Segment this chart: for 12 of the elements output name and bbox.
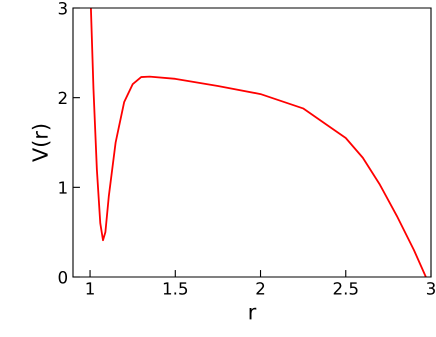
line-series bbox=[90, 8, 427, 277]
y-tick-label: 0 bbox=[58, 270, 68, 284]
y-axis-title: V(r) bbox=[32, 124, 50, 162]
x-axis-title: r bbox=[250, 308, 256, 320]
y-tick-label: 3 bbox=[58, 2, 67, 15]
x-tick-label: 3 bbox=[426, 282, 435, 295]
y-tick-label: 1 bbox=[59, 182, 67, 194]
y-tick-label: 2 bbox=[58, 92, 66, 104]
x-tick-label: 2 bbox=[256, 282, 264, 295]
x-tick-label: 2.5 bbox=[334, 282, 358, 295]
x-tick-label: 1 bbox=[86, 282, 94, 295]
x-tick-label: 1.5 bbox=[164, 282, 188, 295]
